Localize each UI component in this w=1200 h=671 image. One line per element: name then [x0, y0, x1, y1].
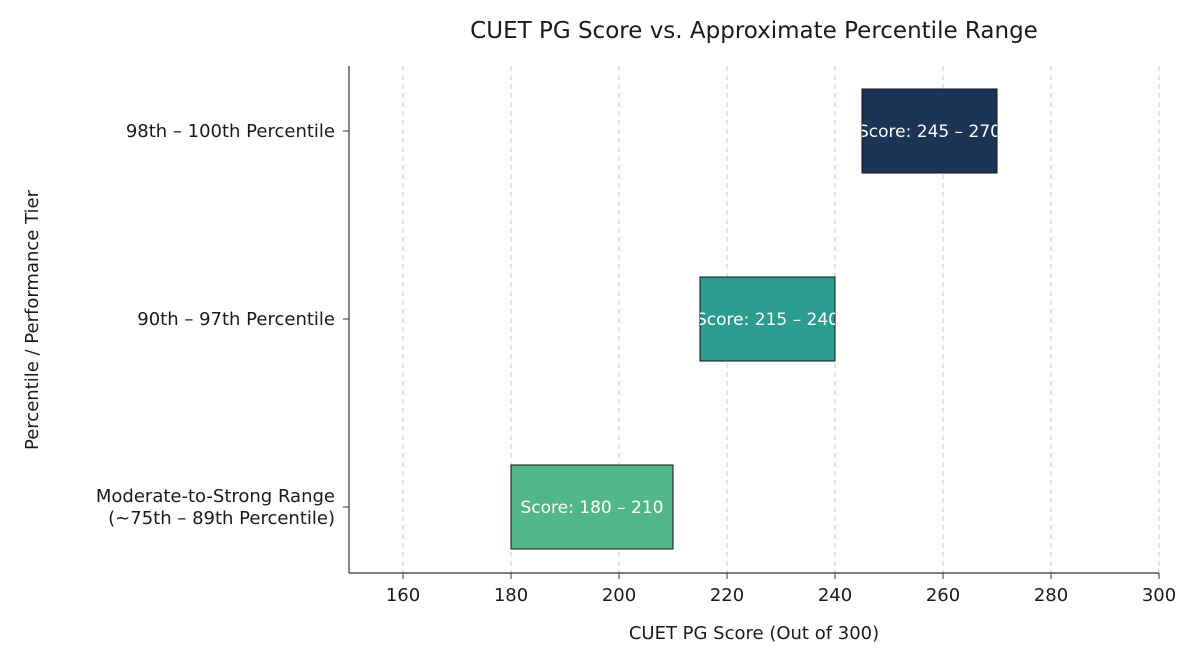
x-tick-label: 180 [494, 585, 528, 606]
chart-title: CUET PG Score vs. Approximate Percentile… [470, 18, 1038, 44]
bar [510, 464, 674, 550]
axes [343, 66, 1160, 579]
x-tick-label: 260 [926, 585, 960, 606]
x-tick-label: 160 [386, 585, 420, 606]
x-tick-label: 200 [602, 585, 636, 606]
x-tick-label: 300 [1142, 585, 1176, 606]
bars: Score: 245 – 270 Score: 215 – 240 Score: 1… [510, 88, 1001, 550]
bar-label: Score: 245 – 270 [858, 122, 1001, 142]
bar-label: Score: 215 – 240 [696, 310, 839, 330]
bar [861, 88, 998, 174]
x-tick-label: 220 [710, 585, 744, 606]
x-axis-label: CUET PG Score (Out of 300) [629, 623, 879, 644]
category-label: (~75th – 89th Percentile) [108, 508, 335, 529]
category-label: Moderate-to-Strong Range [96, 486, 335, 507]
category-label: 98th – 100th Percentile [126, 121, 335, 142]
x-tick-label: 280 [1034, 585, 1068, 606]
y-axis-label: Percentile / Performance Tier [22, 189, 43, 450]
bar-label: Score: 180 – 210 [521, 498, 664, 518]
tick-labels: 160 180 200 220 240 260 280 300 [386, 585, 1176, 606]
category-labels: 98th – 100th Percentile 90th – 97th Perce… [96, 121, 335, 529]
bar [699, 276, 836, 362]
category-label: 90th – 97th Percentile [137, 309, 335, 330]
x-tick-label: 240 [818, 585, 852, 606]
